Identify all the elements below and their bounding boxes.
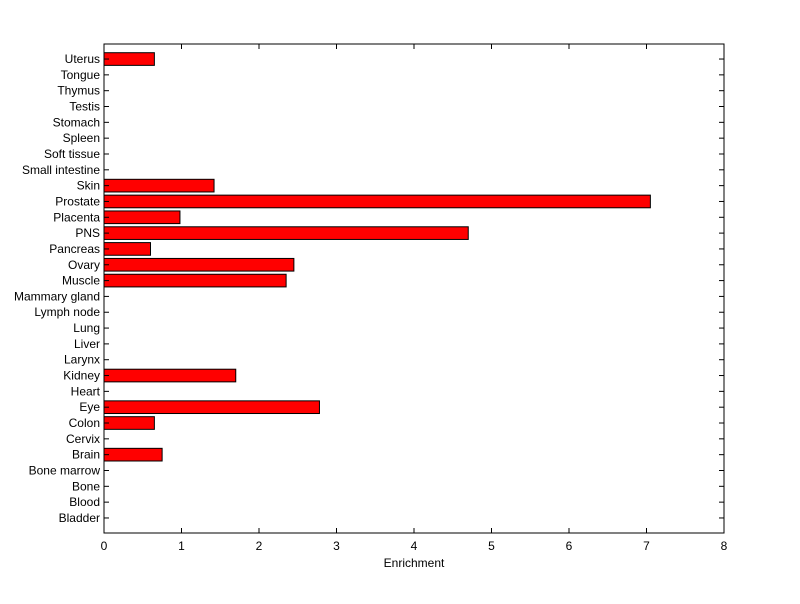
y-tick-label: Liver [74,337,100,351]
x-tick-label: 4 [411,539,418,553]
x-tick-label: 0 [101,539,108,553]
bar-placenta [103,210,181,225]
y-tick-label: Bladder [59,511,100,525]
x-tick-label: 3 [333,539,340,553]
y-tick-label: PNS [75,226,100,240]
y-tick-label: Pancreas [49,242,100,256]
x-tick-label: 2 [256,539,263,553]
x-tick-label: 6 [566,539,573,553]
y-tick-label: Testis [69,100,100,114]
y-tick-label: Muscle [62,274,100,288]
y-tick-label: Spleen [63,131,100,145]
y-tick-label: Bone [72,479,100,493]
y-tick-label: Tongue [61,68,101,82]
plot-frame [103,43,725,534]
y-tick-label: Eye [79,400,100,414]
y-tick-label: Stomach [53,115,100,129]
y-tick-label: Small intestine [22,163,100,177]
y-tick-label: Skin [77,179,100,193]
y-tick-label: Lymph node [34,305,100,319]
x-tick-label: 1 [178,539,185,553]
x-axis: 0 1 2 3 4 5 6 7 8 [101,44,728,553]
y-tick-label: Larynx [64,353,100,367]
y-tick-label: Cervix [66,432,100,446]
y-tick-label: Brain [72,448,100,462]
bar-prostate [103,194,651,209]
y-tick-label: Uterus [65,52,100,66]
bar-kidney [103,368,237,383]
y-tick-label: Heart [71,384,101,398]
x-tick-label: 7 [643,539,650,553]
y-tick-label: Colon [69,416,100,430]
y-tick-label: Soft tissue [44,147,100,161]
bar-colon [103,416,155,430]
y-tick-label: Prostate [55,194,100,208]
bar-brain [103,447,163,462]
y-tick-label: Bone marrow [29,463,101,477]
y-tick-label: Ovary [68,258,100,272]
bar-ovary [103,257,295,272]
bar-uterus [103,52,155,66]
bar-muscle [103,273,287,288]
bar-pns [103,226,469,240]
x-axis-label: Enrichment [384,556,445,570]
x-tick-label: 8 [721,539,728,553]
y-tick-label: Thymus [57,84,100,98]
y-tick-label: Kidney [63,369,100,383]
bar-skin [103,178,215,193]
y-tick-label: Blood [69,495,100,509]
bar-pancreas [103,242,151,256]
y-tick-label: Mammary gland [14,289,100,303]
y-tick-label: Placenta [53,210,100,224]
x-tick-label: 5 [488,539,495,553]
bar-eye [103,400,320,415]
y-tick-label: Lung [73,321,100,335]
bars-group [103,52,651,462]
